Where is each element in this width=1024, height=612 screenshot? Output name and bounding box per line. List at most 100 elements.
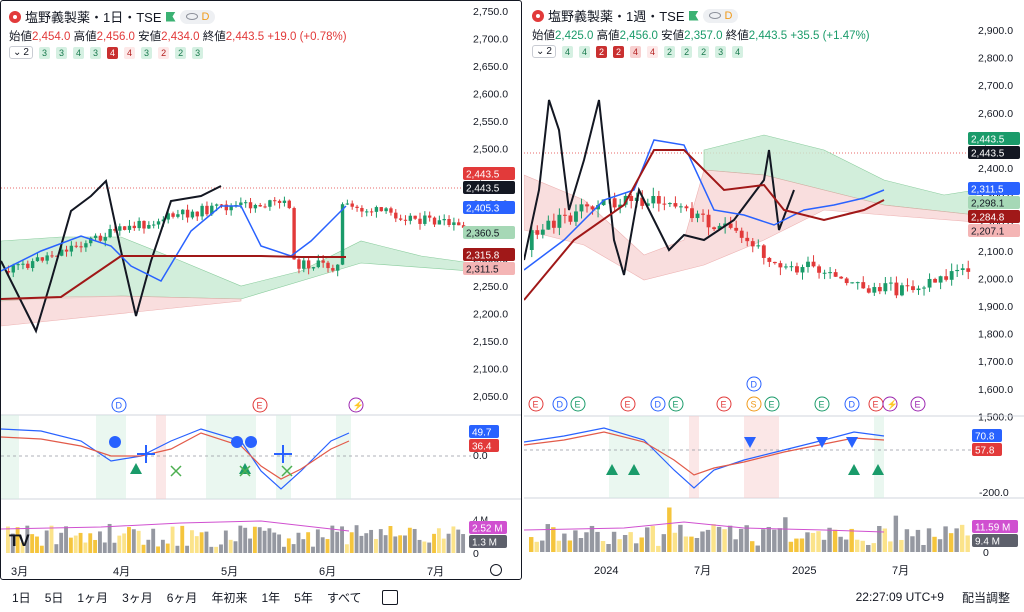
event-marker: [746, 376, 762, 392]
timeframe-button[interactable]: 年初来: [211, 590, 248, 605]
indicator-tag[interactable]: 2: [698, 45, 710, 58]
timeframe-button[interactable]: 3ヶ月: [122, 590, 153, 605]
indicator-tag[interactable]: 4: [578, 45, 590, 58]
event-marker-label: E: [819, 400, 825, 410]
candle-body: [248, 202, 253, 209]
volume-bar: [107, 523, 112, 553]
timeframe-button[interactable]: すべて: [326, 590, 362, 605]
indicator-tag[interactable]: 3: [141, 46, 153, 59]
flag-icon[interactable]: [165, 11, 176, 22]
indicator-tag[interactable]: 4: [107, 46, 119, 59]
event-marker-label: D: [849, 400, 856, 410]
candle-body: [806, 261, 810, 268]
vol-badge: [469, 535, 507, 548]
chart-pane-weekly[interactable]: 2,900.02,800.02,700.02,600.02,500.02,400…: [524, 0, 1024, 580]
volume-bar: [888, 541, 893, 552]
timeframe-button[interactable]: 5年: [294, 590, 313, 605]
timeframe-button[interactable]: 1ヶ月: [77, 590, 109, 605]
settings-gear-icon[interactable]: [490, 564, 502, 576]
price-badge-label: 2,443.5: [971, 149, 1005, 160]
price-badge-label: 2,443.5: [466, 170, 500, 181]
change-value: +35.5 (+1.47%): [790, 30, 870, 42]
indicator-tag[interactable]: 4: [630, 45, 642, 58]
candle-body: [297, 259, 301, 269]
indicator-tag[interactable]: 2: [175, 46, 187, 59]
timeframe-button[interactable]: 1年: [261, 590, 281, 605]
indicator-tag[interactable]: 4: [124, 46, 136, 59]
candle-body: [166, 213, 170, 220]
tradingview-logo[interactable]: TV: [9, 531, 30, 550]
volume-bar: [296, 532, 301, 553]
chart-canvas-weekly[interactable]: 2,900.02,800.02,700.02,600.02,500.02,400…: [524, 0, 1024, 580]
chart-canvas-daily[interactable]: 2,750.0 2,700.0 2,650.0 2,600.0 2,550.0 2,500…: [1, 1, 522, 580]
chart-pane-daily[interactable]: 2,750.0 2,700.0 2,650.0 2,600.0 2,550.0 2,500…: [0, 0, 522, 580]
volume-bar: [816, 531, 821, 552]
candle-body: [89, 237, 93, 244]
buy-signal-icon: [239, 463, 251, 474]
osc-axis-label: -200.0: [979, 487, 1009, 499]
indicator-tag[interactable]: 4: [732, 45, 744, 58]
volume-bar: [102, 542, 107, 553]
price-axis-label: 2,100.0: [473, 364, 508, 376]
chart-header: 塩野義製薬・1日・TSE D: [9, 7, 216, 26]
candle-body: [695, 213, 700, 219]
dividend-adjust-toggle[interactable]: 配当調整: [961, 590, 1010, 605]
price-badge: [463, 201, 515, 214]
indicator-tag[interactable]: 3: [38, 46, 50, 59]
indicator-tag[interactable]: 2: [158, 46, 170, 59]
indicator-tag[interactable]: 3: [90, 46, 102, 59]
event-marker: [348, 397, 364, 413]
timeframe-button[interactable]: 6ヶ月: [166, 590, 198, 605]
event-marker-label: E: [533, 400, 539, 410]
vol-axis-label: 0: [473, 548, 479, 560]
volume-bar: [44, 530, 49, 553]
date-range-calendar-icon[interactable]: [381, 589, 398, 605]
volume-bar: [611, 531, 617, 552]
volume-bar: [777, 528, 783, 552]
volume-bar: [194, 536, 199, 553]
volume-bar: [30, 534, 35, 553]
volume-bar: [180, 525, 185, 553]
timeframe-button[interactable]: 5日: [44, 590, 64, 605]
indicator-tag[interactable]: 4: [561, 45, 573, 58]
indicator-tag[interactable]: 2: [595, 45, 607, 58]
clock[interactable]: 22:27:09 UTC+9: [855, 590, 944, 604]
indicator-tag[interactable]: 3: [715, 45, 727, 58]
timeframe-button[interactable]: 1日: [12, 590, 31, 605]
event-marker-label: D: [655, 400, 662, 410]
volume-bar: [545, 524, 550, 552]
symbol-title[interactable]: 塩野義製薬・1日・TSE: [25, 10, 162, 25]
volume-bar: [794, 538, 799, 552]
candle-body: [64, 249, 69, 252]
candle-body: [767, 257, 772, 262]
conversion-line: [1, 205, 347, 282]
collapse-indicators-button[interactable]: ⌄ 2: [532, 45, 556, 58]
candle-body: [900, 285, 904, 296]
candle-body: [40, 257, 45, 261]
volume-bar: [398, 535, 403, 553]
volume-bar: [131, 529, 136, 553]
candle-body: [540, 229, 545, 235]
price-badge: [968, 210, 1020, 223]
flag-icon[interactable]: [688, 10, 699, 21]
indicator-tag[interactable]: 3: [192, 46, 204, 59]
osc-badge-label: 49.7: [472, 428, 492, 439]
price-badge-label: 2,443.5: [466, 184, 500, 195]
volume-bar: [954, 528, 959, 552]
indicator-tag[interactable]: 4: [72, 46, 84, 59]
indicator-tag[interactable]: 2: [664, 45, 676, 58]
indicator-tag[interactable]: 4: [647, 45, 659, 58]
visibility-toggle[interactable]: D: [702, 8, 739, 23]
collapse-indicators-button[interactable]: ⌄ 2: [9, 46, 33, 59]
volume-bar: [849, 528, 854, 552]
indicator-tag[interactable]: 2: [613, 45, 625, 58]
symbol-title[interactable]: 塩野義製薬・1週・TSE: [548, 9, 685, 24]
indicator-tag[interactable]: 3: [55, 46, 67, 59]
candle-body: [268, 200, 272, 207]
signal-band: [744, 416, 779, 498]
visibility-toggle[interactable]: D: [179, 9, 216, 24]
open-value: 2,454.0: [32, 31, 71, 43]
signal-band: [609, 416, 669, 498]
candle-body: [16, 264, 20, 266]
indicator-tag[interactable]: 2: [681, 45, 693, 58]
